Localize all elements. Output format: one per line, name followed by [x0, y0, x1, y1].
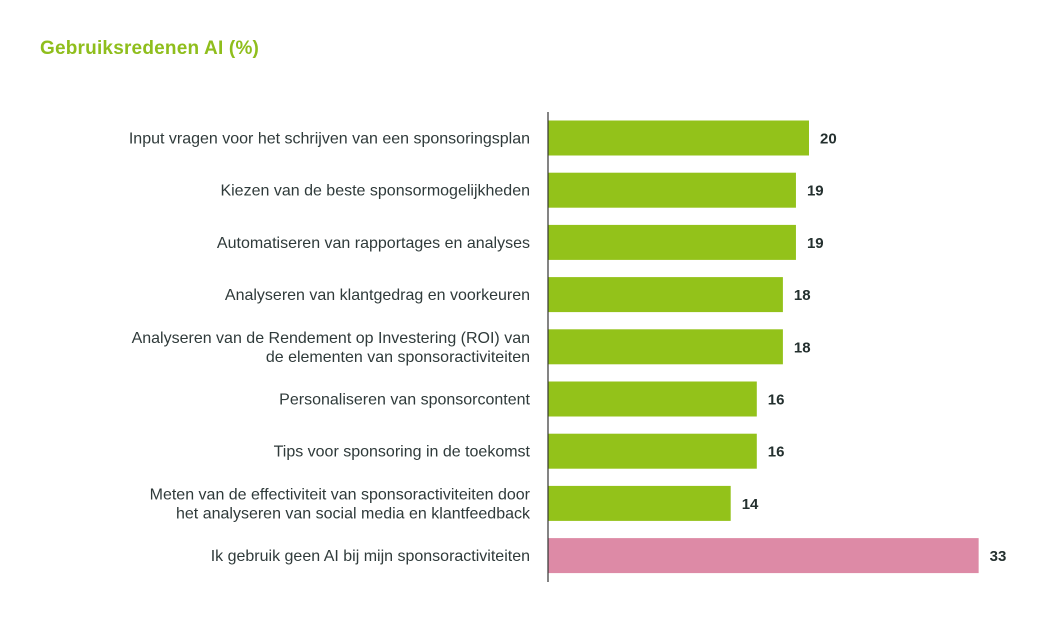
bar-6 — [548, 381, 757, 417]
bar-9 — [548, 538, 979, 574]
value-label-5: 18 — [794, 339, 811, 356]
value-label-4: 18 — [794, 287, 811, 304]
category-label-5-line-1: Analyseren van de Rendement op Investeri… — [132, 330, 530, 347]
value-label-6: 16 — [768, 392, 785, 409]
bar-5 — [548, 329, 783, 365]
category-label-4: Analyseren van klantgedrag en voorkeuren — [225, 287, 530, 304]
category-label-3-line-1: Automatiseren van rapportages en analyse… — [217, 235, 530, 252]
category-label-3: Automatiseren van rapportages en analyse… — [217, 235, 530, 252]
value-label-8: 14 — [742, 496, 759, 513]
bar-4 — [548, 277, 783, 313]
category-label-2-line-1: Kiezen van de beste sponsormogelijkheden — [220, 183, 530, 200]
category-label-8-line-2: het analyseren van social media en klant… — [176, 505, 531, 522]
category-labels-group: Input vragen voor het schrijven van een … — [129, 131, 531, 566]
category-label-2: Kiezen van de beste sponsormogelijkheden — [220, 183, 530, 200]
bar-2 — [548, 172, 796, 208]
value-label-1: 20 — [820, 131, 837, 148]
value-label-2: 19 — [807, 183, 824, 200]
category-label-9-line-1: Ik gebruik geen AI bij mijn sponsoractiv… — [211, 548, 530, 565]
chart-title: Gebruiksredenen AI (%) — [40, 38, 260, 59]
bar-3 — [548, 224, 796, 260]
bar-8 — [548, 485, 731, 521]
value-label-7: 16 — [768, 444, 785, 461]
bars-group — [548, 120, 979, 574]
value-label-3: 19 — [807, 235, 824, 252]
category-label-7: Tips voor sponsoring in de toekomst — [274, 444, 531, 461]
category-label-8-line-1: Meten van de effectiviteit van sponsorac… — [150, 486, 531, 503]
category-label-6: Personaliseren van sponsorcontent — [279, 392, 530, 409]
category-label-9: Ik gebruik geen AI bij mijn sponsoractiv… — [211, 548, 530, 565]
category-label-1: Input vragen voor het schrijven van een … — [129, 131, 530, 148]
value-label-9: 33 — [990, 548, 1007, 565]
category-label-5: Analyseren van de Rendement op Investeri… — [132, 330, 530, 366]
category-label-6-line-1: Personaliseren van sponsorcontent — [279, 392, 530, 409]
category-label-7-line-1: Tips voor sponsoring in de toekomst — [274, 444, 531, 461]
value-labels-group: 20 19 19 18 18 16 16 14 33 — [742, 131, 1007, 566]
category-label-8: Meten van de effectiviteit van sponsorac… — [150, 486, 531, 522]
bar-7 — [548, 433, 757, 469]
category-label-1-line-1: Input vragen voor het schrijven van een … — [129, 131, 530, 148]
category-label-5-line-2: de elementen van sponsoractiviteiten — [266, 349, 530, 366]
bar-1 — [548, 120, 809, 156]
category-label-4-line-1: Analyseren van klantgedrag en voorkeuren — [225, 287, 530, 304]
